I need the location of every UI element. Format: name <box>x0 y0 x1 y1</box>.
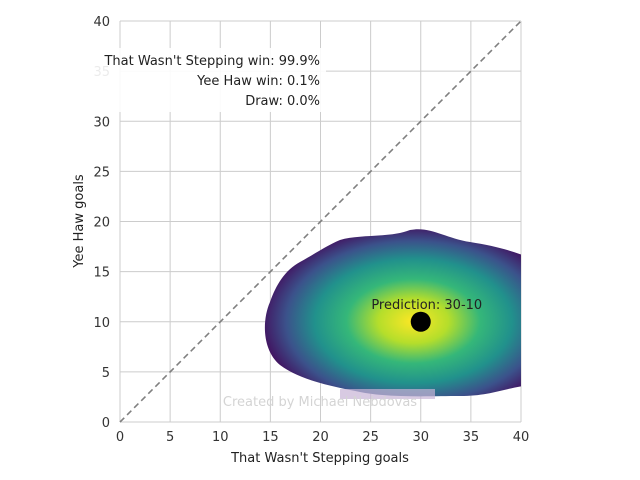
y-tick-label: 5 <box>102 366 110 381</box>
x-tick-label: 10 <box>212 430 229 445</box>
x-tick-label: 40 <box>513 430 530 445</box>
y-tick-label: 15 <box>93 266 110 281</box>
y-tick-label: 20 <box>93 216 110 231</box>
x-axis-label: That Wasn't Stepping goals <box>230 451 409 466</box>
x-tick-labels: 0 5 10 15 20 25 30 35 40 <box>116 430 529 445</box>
probability-away-win: Yee Haw win: 0.1% <box>196 74 320 89</box>
x-tick-label: 25 <box>362 430 379 445</box>
x-tick-label: 20 <box>312 430 329 445</box>
x-tick-label: 5 <box>166 430 174 445</box>
watermark: Created by Michael Nebdovas <box>223 395 417 410</box>
x-tick-label: 15 <box>262 430 279 445</box>
y-axis-label: Yee Haw goals <box>72 174 87 269</box>
equal-goals-reference-line <box>119 20 522 423</box>
x-tick-label: 35 <box>463 430 480 445</box>
y-tick-label: 30 <box>93 115 110 130</box>
prediction-density-region <box>264 229 521 397</box>
prediction-point <box>410 311 431 332</box>
probability-draw: Draw: 0.0% <box>245 94 320 109</box>
y-tick-label: 25 <box>93 165 110 180</box>
probability-home-win: That Wasn't Stepping win: 99.9% <box>103 54 320 69</box>
probability-legend: That Wasn't Stepping win: 99.9% Yee Haw … <box>86 48 326 112</box>
x-tick-label: 0 <box>116 430 124 445</box>
y-tick-label: 10 <box>93 316 110 331</box>
prediction-label: Prediction: 30-10 <box>371 298 482 313</box>
watermark-background <box>340 389 435 399</box>
y-tick-label: 40 <box>93 15 110 30</box>
y-tick-label: 0 <box>102 416 110 431</box>
x-tick-label: 30 <box>412 430 429 445</box>
